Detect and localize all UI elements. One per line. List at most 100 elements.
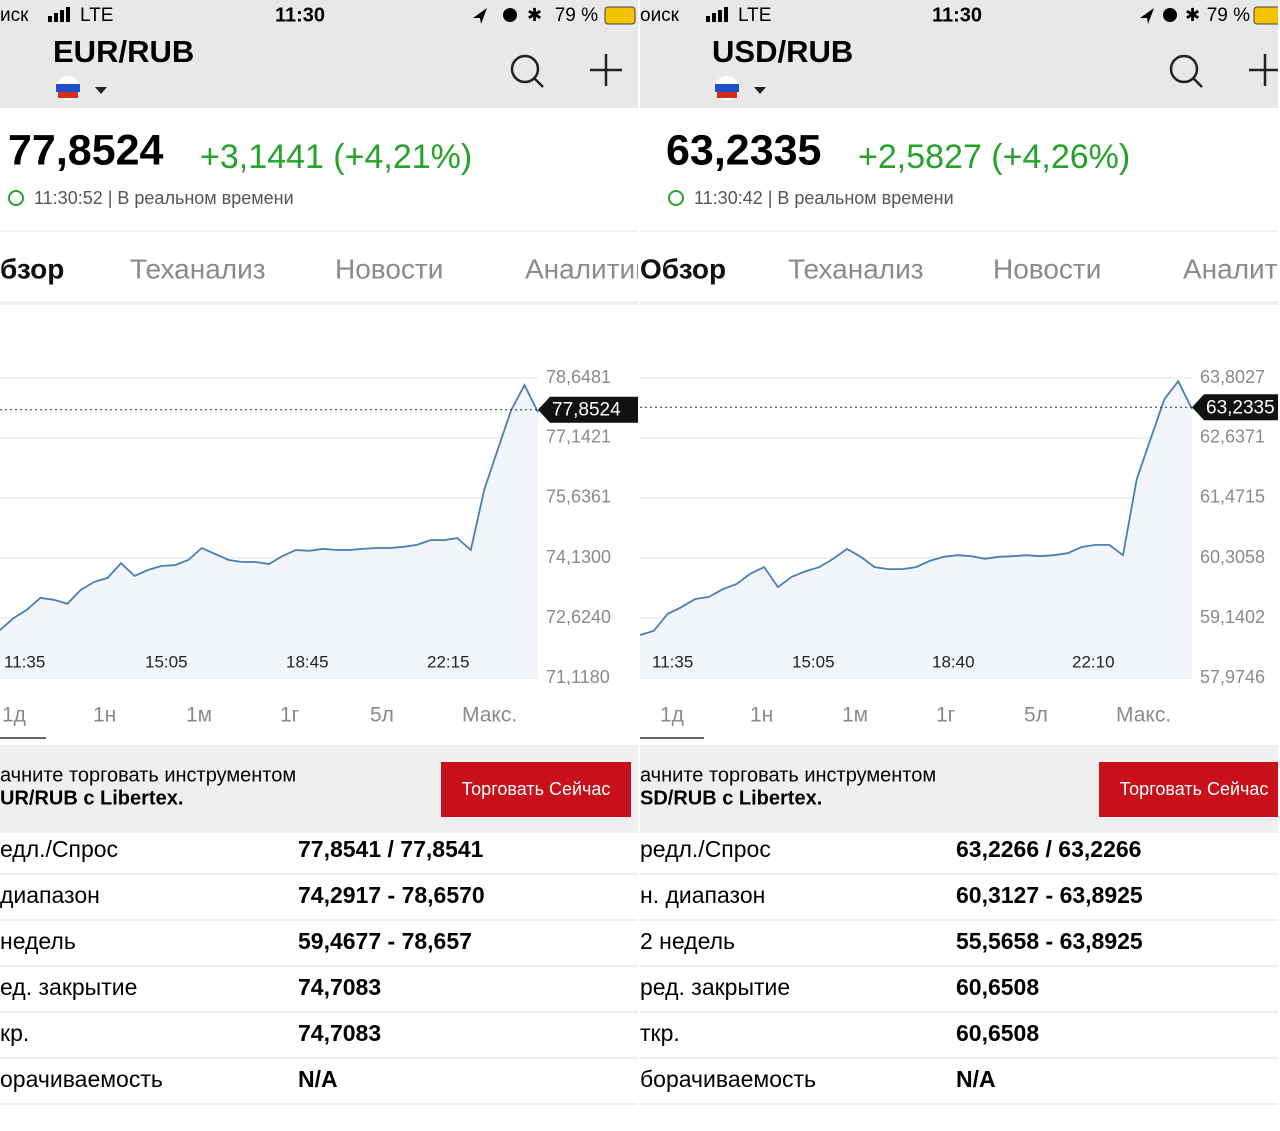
location-icon [1140,8,1154,24]
range-button[interactable]: 5л [370,704,394,727]
range-button[interactable]: 1н [750,704,773,727]
signal-bar [712,13,716,22]
row-label: едл./Спрос [0,836,118,862]
range-button[interactable]: 1г [280,704,300,727]
y-tick-label: 75,6361 [546,487,611,507]
carrier: иск [0,5,29,26]
row-label: ткр. [640,1020,680,1046]
trade-button[interactable] [441,762,631,817]
row-value: 63,2266 / 63,2266 [956,836,1141,862]
tab[interactable]: Обзор [640,253,726,284]
phone-screen: оиск LTE 11:30 79 % ✱ USD/RUB 63,2335 +2,5827 (… [640,0,1278,1105]
range-button[interactable]: 1д [2,704,26,727]
flag-caret [95,87,107,94]
x-tick-label: 22:15 [427,652,470,671]
area-fill [0,385,538,678]
battery-text: 79 % [555,5,598,26]
tabs-shadow [0,301,638,305]
row-label: кр. [0,1020,29,1046]
y-tick-label: 63,8027 [1200,367,1265,387]
signal-bar [48,16,52,22]
current-price-tag [1192,394,1278,421]
row-value: 59,4677 - 78,657 [298,928,472,954]
x-tick-label: 11:35 [652,652,693,671]
price-change: +3,1441 (+4,21%) [200,138,472,176]
search-handle [1192,77,1203,88]
search-icon[interactable] [510,54,540,84]
row-label: недель [0,928,76,954]
battery-icon [604,6,636,25]
row-label: ед. закрытие [0,974,137,1000]
instrument-title: USD/RUB [712,34,853,69]
y-tick-label: 72,6240 [546,607,611,627]
row-label: борачиваемость [640,1066,816,1092]
instrument-title: EUR/RUB [53,34,194,69]
row-value: 55,5658 - 63,8925 [956,928,1143,954]
trade-button[interactable] [1099,762,1278,817]
signal-bar [66,7,70,22]
timestamp: 11:30:52 | В реальном времени [34,188,294,208]
add-icon[interactable] [590,54,622,86]
location-icon [473,8,487,24]
clock-icon [668,190,684,206]
y-tick-label: 60,3058 [1200,547,1265,567]
row-value: 60,6508 [956,974,1039,1000]
tab[interactable]: Аналитик [525,253,638,284]
range-button[interactable]: Макс. [1116,704,1171,727]
row-value: 74,7083 [298,1020,381,1046]
row-value: 77,8541 / 77,8541 [298,836,484,862]
carrier: оиск [640,5,680,26]
signal-bar [706,16,710,22]
tab[interactable]: Теханализ [788,253,924,284]
tab[interactable]: бзор [0,253,64,284]
current-price-tag [538,396,638,423]
header-background [0,0,638,108]
promo-line: ачните торговать инструментом [0,764,296,786]
y-tick-label: 74,1300 [546,547,611,567]
alarm-icon [503,8,517,22]
price-line [0,383,539,631]
price: 63,2335 [666,126,821,174]
range-button[interactable]: Макс. [462,704,517,727]
range-button[interactable]: 1м [842,704,868,727]
row-label: 2 недель [640,928,735,954]
row-label: диапазон [0,882,100,908]
battery-icon [1253,6,1278,25]
y-tick-label: 61,4715 [1200,487,1265,507]
battery-text: 79 % [1207,5,1250,26]
x-tick-label: 18:40 [932,652,975,671]
price-line [640,379,1193,636]
timestamp: 11:30:42 | В реальном времени [694,188,954,208]
signal-bar [724,7,728,22]
trade-button-label[interactable]: Торговать Сейчас [1120,779,1269,799]
row-value: 60,3127 - 63,8925 [956,882,1143,908]
price-change: +2,5827 (+4,26%) [858,138,1130,176]
clock-icon [8,190,24,206]
y-tick-label: 62,6371 [1200,427,1265,447]
trade-button-label[interactable]: Торговать Сейчас [462,779,611,799]
search-icon[interactable] [1169,54,1199,84]
network: LTE [738,5,771,26]
promo-line: UR/RUB с Libertex. [0,787,183,809]
range-button[interactable]: 1г [936,704,956,727]
range-button[interactable]: 1н [93,704,116,727]
x-tick-label: 15:05 [792,652,835,671]
y-tick-label: 78,6481 [546,367,611,387]
y-tick-label: 71,1180 [546,667,610,687]
range-button[interactable]: 5л [1024,704,1048,727]
tab[interactable]: Новости [335,253,443,284]
flag-caret [754,87,766,94]
range-button[interactable]: 1д [660,704,684,727]
range-button[interactable]: 1м [186,704,212,727]
x-tick-label: 22:10 [1072,652,1115,671]
row-value: 74,2917 - 78,6570 [298,882,485,908]
tab[interactable]: Аналити [1183,253,1278,284]
status-time: 11:30 [275,4,325,26]
x-tick-label: 15:05 [145,652,188,671]
add-icon[interactable] [1249,54,1278,86]
tab[interactable]: Теханализ [130,253,266,284]
bluetooth-icon: ✱ [527,5,542,25]
search-handle [533,77,544,88]
tab[interactable]: Новости [993,253,1101,284]
